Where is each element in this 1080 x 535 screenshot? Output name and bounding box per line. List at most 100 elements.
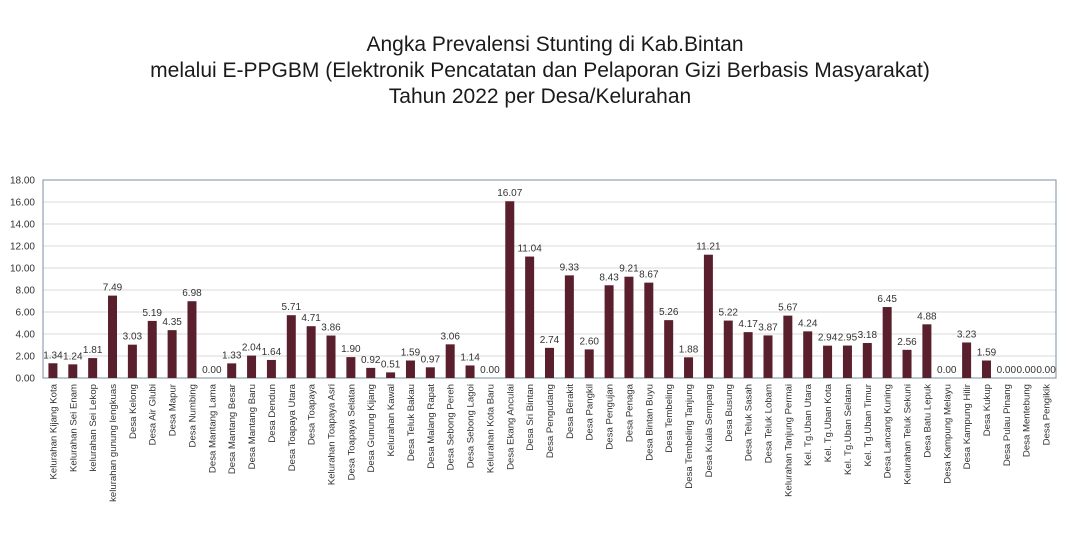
data-label: 9.33 [560, 262, 580, 273]
bar [664, 320, 674, 378]
x-tick-label: Desa Sebong Pereh [446, 384, 457, 470]
bar [803, 331, 813, 378]
bar [445, 344, 455, 378]
x-tick-label: Desa Teluk Sasah [744, 384, 755, 461]
x-tick-label: Desa Sebong Lagoi [466, 384, 477, 468]
data-label: 0.92 [361, 355, 381, 366]
x-tick-label: Kelurahan Kota Baru [485, 384, 496, 473]
x-tick-label: kelurahan gunung lengkuas [108, 384, 119, 502]
bar [703, 254, 713, 378]
y-tick-label: 10.00 [10, 264, 35, 275]
data-label: 1.81 [83, 345, 103, 356]
data-label: 5.71 [282, 302, 302, 313]
data-label: 1.88 [679, 344, 699, 355]
bar [723, 320, 733, 378]
data-label: 0.51 [381, 359, 401, 370]
bar-chart: 0.00 2.00 4.00 6.00 8.00 10.00 12.00 14.00 16.00… [10, 176, 1057, 502]
x-tick-label: Desa Mantang Besar [227, 383, 238, 474]
data-label: 6.45 [877, 294, 897, 305]
bar [266, 359, 276, 378]
data-label: 1.59 [977, 348, 997, 359]
data-label: 0.00 [937, 365, 957, 376]
x-tick-label: Desa Mantang Baru [247, 384, 258, 469]
x-tick-label: Desa Tembeling Tanjung [684, 384, 695, 489]
data-label: 5.26 [659, 307, 679, 318]
data-label: 1.24 [63, 351, 83, 362]
x-tick-label: Desa Batu Lepuk [922, 384, 933, 458]
y-tick-label: 2.00 [16, 352, 36, 363]
x-tick-label: Desa Pengikik [1042, 384, 1053, 446]
x-tick-label: Desa Kampung Melayu [942, 384, 953, 484]
x-tick-label: Desa Dendun [267, 384, 278, 443]
data-label: 7.49 [103, 283, 123, 294]
x-tick-label: Desa Teluk Lobam [763, 384, 774, 463]
x-tick-label: Kelurahan Tanjung Permai [783, 384, 794, 497]
bar [902, 349, 912, 378]
data-label: 3.23 [957, 329, 977, 340]
data-label: 16.07 [497, 188, 522, 199]
bar [604, 285, 614, 378]
data-label: 1.64 [262, 347, 282, 358]
x-tick-label: Desa Mentebung [1022, 384, 1033, 457]
bar [326, 335, 336, 378]
bar [425, 367, 435, 378]
data-label: 2.04 [242, 343, 262, 354]
x-tick-label: Kelurahan Toapaya Asri [327, 384, 338, 485]
data-label: 11.21 [696, 242, 721, 253]
bar [684, 357, 694, 378]
data-label: 0.00 [997, 365, 1017, 376]
x-tick-label: Desa Berakit [565, 384, 576, 439]
x-tick-label: Desa Pangkil [585, 384, 596, 441]
data-label: 4.24 [798, 318, 818, 329]
bar [783, 315, 793, 378]
bar [465, 365, 475, 378]
x-tick-label: Desa Pengudang [545, 384, 556, 458]
x-tick-label: Desa Kelong [128, 384, 139, 439]
x-tick-label: Desa Malang Rapat [426, 384, 437, 469]
x-tick-label: Desa Mantang Lama [207, 383, 218, 473]
x-tick-label: Desa Pengujan [605, 384, 616, 450]
data-label: 2.56 [897, 337, 917, 348]
bar [108, 295, 118, 378]
bar [247, 355, 257, 378]
data-label: 0.00 [480, 365, 500, 376]
bar [147, 320, 157, 378]
chart-title-line-3: Tahun 2022 per Desa/Kelurahan [388, 85, 692, 108]
bar [842, 345, 852, 378]
data-label: 0.00 [1036, 365, 1056, 376]
bar [584, 349, 594, 378]
y-tick-label: 4.00 [16, 330, 36, 341]
y-tick-label: 12.00 [10, 242, 35, 253]
data-label: 0.00 [1016, 365, 1036, 376]
x-tick-label: Desa Ekang Anculai [505, 384, 516, 470]
bar [286, 315, 296, 378]
data-label: 2.95 [838, 333, 858, 344]
data-label: 6.98 [182, 288, 202, 299]
y-tick-label: 6.00 [16, 308, 36, 319]
x-tick-label: Kel. Tg.Uban Selatan [843, 384, 854, 475]
x-tick-label: Desa Busung [724, 384, 735, 442]
bar [962, 342, 972, 378]
x-tick-label: Desa Air Glubi [148, 384, 159, 445]
data-label: 5.67 [778, 303, 798, 314]
y-tick-label: 18.00 [10, 176, 35, 187]
data-label: 1.90 [341, 344, 361, 355]
chart-title-line-1: Angka Prevalensi Stunting di Kab.Bintan [366, 33, 744, 56]
bar [763, 335, 773, 378]
x-tick-label: Kel. Tg.Uban Timur [863, 383, 874, 466]
data-label: 3.03 [123, 332, 143, 343]
data-label: 2.94 [818, 333, 838, 344]
bar [48, 363, 58, 378]
data-label: 0.00 [202, 365, 222, 376]
x-tick-label: Kelurahan Sei Enam [68, 384, 79, 472]
data-label: 11.04 [517, 244, 542, 255]
bar [564, 275, 574, 378]
x-tick-label: Desa Penaga [624, 383, 635, 442]
x-tick-label: Kelurahan Kawal [386, 384, 397, 457]
bar [227, 363, 237, 378]
data-label: 4.71 [301, 313, 321, 324]
bar [88, 358, 98, 378]
x-tick-label: Desa Mapur [168, 383, 179, 436]
x-tick-label: Kel. Tg.Uban Utara [803, 383, 814, 466]
bar [68, 364, 78, 378]
